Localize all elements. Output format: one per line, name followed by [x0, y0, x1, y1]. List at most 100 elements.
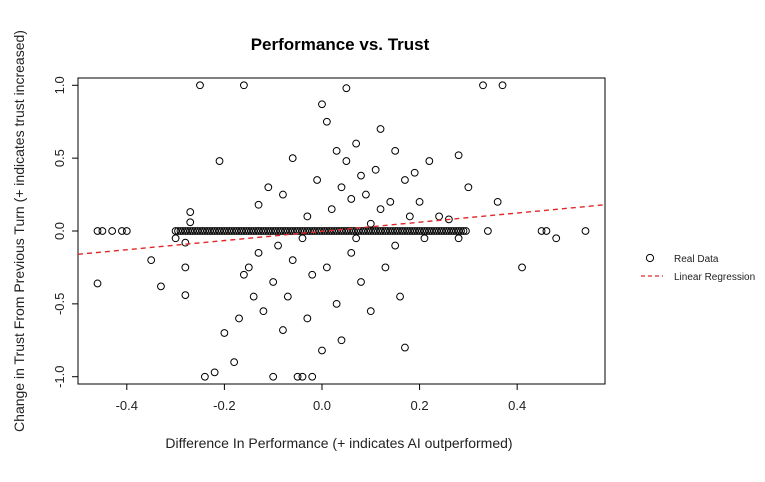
plot-frame: [77, 77, 606, 385]
data-point: [186, 227, 195, 235]
data-points: [93, 81, 590, 381]
data-point: [347, 195, 356, 203]
data-point: [222, 227, 231, 235]
data-point: [418, 227, 426, 235]
data-point: [203, 227, 212, 235]
data-point: [147, 256, 156, 265]
data-point: [274, 227, 282, 235]
data-point: [279, 227, 287, 235]
data-point: [274, 241, 282, 250]
data-point: [308, 227, 317, 235]
legend-real-data-marker: [645, 253, 655, 263]
data-point: [452, 227, 461, 235]
data-point: [266, 227, 275, 235]
data-point: [218, 227, 226, 235]
data-point: [276, 227, 285, 235]
data-point: [288, 256, 297, 265]
data-point: [308, 372, 317, 381]
data-point: [261, 227, 270, 235]
data-point: [479, 81, 487, 90]
data-point: [318, 346, 326, 355]
data-point: [359, 227, 368, 235]
y-tick-label: 0.0: [52, 222, 67, 240]
data-point: [220, 227, 229, 235]
data-point: [388, 227, 397, 235]
data-point: [303, 227, 312, 235]
data-point: [249, 227, 258, 235]
data-point: [410, 227, 419, 235]
data-point: [232, 227, 241, 235]
data-point: [244, 227, 253, 235]
data-point: [386, 227, 395, 235]
data-point: [181, 263, 190, 272]
data-point: [298, 234, 307, 243]
data-point: [122, 227, 131, 235]
data-point: [305, 227, 314, 235]
data-point: [93, 279, 102, 288]
x-tick-label: 0.0: [313, 398, 331, 413]
data-point: [301, 227, 309, 235]
data-point: [327, 227, 336, 235]
data-point: [405, 227, 414, 235]
data-point: [483, 227, 492, 235]
data-point: [176, 227, 185, 235]
data-point: [337, 227, 346, 235]
data-point: [459, 227, 468, 235]
data-point: [442, 227, 451, 235]
data-point: [376, 125, 385, 133]
data-point: [181, 291, 190, 300]
data-point: [435, 212, 443, 221]
data-point: [462, 227, 470, 235]
data-point: [93, 227, 102, 235]
data-point: [213, 227, 221, 235]
data-point: [435, 227, 443, 235]
data-point: [269, 372, 278, 381]
legend-real-data-label: Real Data: [674, 254, 719, 265]
x-tick-label: -0.4: [116, 398, 138, 413]
data-point: [196, 227, 204, 235]
data-point: [396, 227, 404, 235]
data-point: [257, 227, 265, 235]
data-point: [374, 227, 382, 235]
data-point: [454, 234, 463, 243]
data-point: [347, 248, 356, 257]
data-point: [181, 227, 190, 235]
data-point: [332, 299, 341, 308]
data-point: [447, 227, 456, 235]
data-point: [200, 372, 209, 381]
data-point: [430, 227, 439, 235]
data-point: [581, 227, 590, 235]
data-point: [225, 227, 234, 235]
x-tick-label: 0.2: [411, 398, 429, 413]
data-point: [269, 278, 278, 286]
data-point: [188, 227, 197, 235]
data-point: [357, 278, 365, 286]
data-point: [537, 227, 546, 235]
data-point: [335, 227, 343, 235]
data-point: [215, 227, 224, 235]
data-point: [347, 227, 356, 235]
data-point: [279, 326, 287, 334]
data-point: [398, 227, 407, 235]
data-point: [254, 227, 263, 235]
data-point: [464, 183, 473, 192]
x-tick-label: -0.2: [213, 398, 235, 413]
data-point: [279, 190, 287, 199]
data-point: [457, 227, 465, 235]
data-point: [108, 227, 117, 235]
data-point: [308, 270, 317, 279]
data-point: [415, 227, 424, 235]
data-point: [186, 218, 195, 227]
data-point: [444, 227, 453, 235]
data-point: [318, 227, 326, 235]
data-point: [376, 205, 385, 214]
data-point: [293, 372, 302, 381]
data-point: [410, 168, 419, 177]
data-point: [405, 212, 414, 221]
data-point: [357, 171, 365, 180]
data-point: [208, 227, 217, 235]
data-point: [171, 234, 180, 243]
data-point: [237, 227, 246, 235]
data-point: [247, 227, 256, 235]
